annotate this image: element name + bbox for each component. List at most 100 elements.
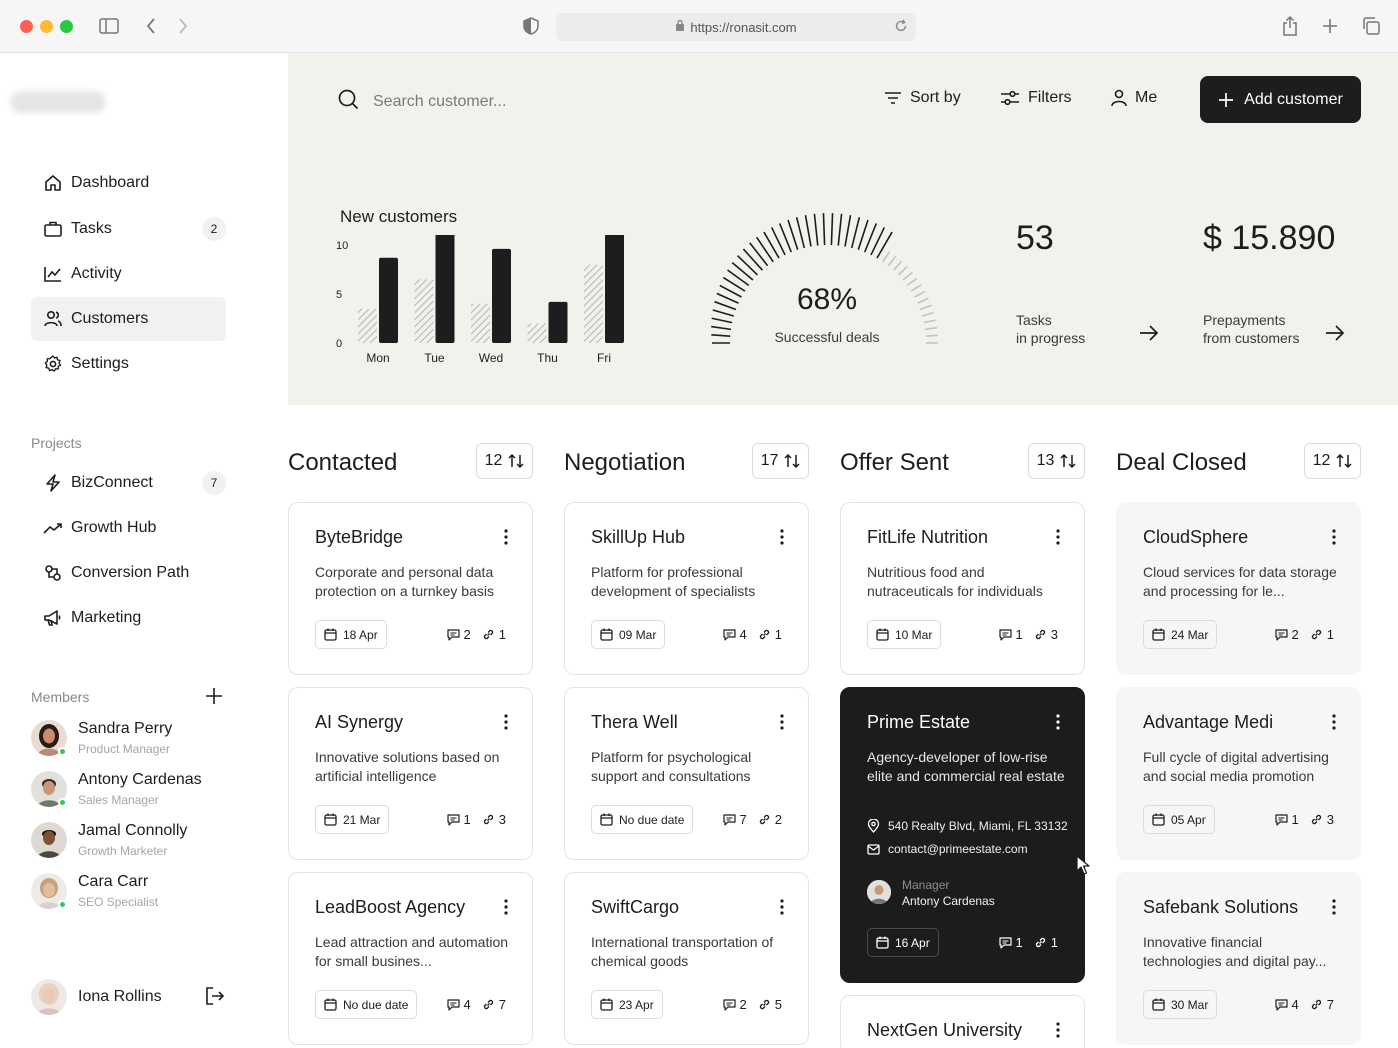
shield-icon[interactable]	[520, 15, 542, 37]
bar-hatched[interactable]	[584, 264, 603, 343]
attachments-count[interactable]: 3	[1310, 812, 1334, 827]
sidebar-item-settings[interactable]: Settings	[31, 342, 226, 386]
attachments-count[interactable]: 3	[1034, 627, 1058, 642]
more-options-icon[interactable]	[1332, 714, 1336, 730]
more-options-icon[interactable]	[1056, 1022, 1060, 1038]
customer-card[interactable]: Prime Estate Agency-developer of low-rise…	[840, 687, 1085, 983]
bar-hatched[interactable]	[358, 308, 377, 343]
due-date-chip[interactable]: 09 Mar	[591, 620, 666, 649]
maximize-window-button[interactable]	[60, 20, 73, 33]
new-tab-icon[interactable]	[1319, 15, 1341, 37]
more-options-icon[interactable]	[1332, 529, 1336, 545]
logout-icon[interactable]	[205, 987, 225, 1010]
sidebar-item-growth-hub[interactable]: Growth Hub	[31, 506, 226, 550]
attachments-count[interactable]: 1	[1034, 935, 1058, 950]
add-member-icon[interactable]	[205, 687, 223, 710]
attachments-count[interactable]: 1	[1310, 627, 1334, 642]
more-options-icon[interactable]	[780, 714, 784, 730]
column-sort-button[interactable]: 13	[1028, 443, 1085, 479]
comments-count[interactable]: 1	[446, 812, 471, 827]
more-options-icon[interactable]	[504, 899, 508, 915]
bar-hatched[interactable]	[527, 323, 547, 343]
customer-card[interactable]: LeadBoost Agency Lead attraction and auto…	[288, 872, 533, 1045]
arrow-right-icon[interactable]	[1325, 325, 1345, 341]
attachments-count[interactable]: 7	[1310, 997, 1334, 1012]
comments-count[interactable]: 1	[1274, 812, 1299, 827]
customer-card[interactable]: SkillUp Hub Platform for professional dev…	[564, 502, 809, 675]
bar-solid[interactable]	[435, 235, 455, 343]
due-date-chip[interactable]: No due date	[315, 990, 418, 1019]
member-item[interactable]: Antony Cardenas Sales Manager	[31, 771, 231, 815]
search-bar[interactable]: Search customer...	[338, 89, 506, 115]
bar-solid[interactable]	[379, 257, 398, 343]
attachments-count[interactable]: 7	[482, 997, 506, 1012]
sidebar-item-conversion-path[interactable]: Conversion Path	[31, 551, 226, 595]
column-sort-button[interactable]: 17	[752, 443, 809, 479]
attachments-count[interactable]: 1	[758, 627, 782, 642]
customer-card[interactable]: Safebank Solutions Innovative financial t…	[1116, 872, 1361, 1045]
current-user[interactable]: Iona Rollins	[31, 979, 231, 1023]
comments-count[interactable]: 4	[1274, 997, 1299, 1012]
card-email[interactable]: contact@primeestate.com	[867, 842, 1028, 856]
back-icon[interactable]	[140, 15, 162, 37]
due-date-chip[interactable]: 23 Apr	[591, 990, 663, 1019]
bar-solid[interactable]	[605, 235, 624, 343]
bar-hatched[interactable]	[414, 279, 434, 343]
member-item[interactable]: Sandra Perry Product Manager	[31, 720, 231, 764]
close-window-button[interactable]	[20, 20, 33, 33]
due-date-chip[interactable]: No due date	[591, 805, 694, 834]
more-options-icon[interactable]	[1056, 714, 1060, 730]
customer-card[interactable]: Advantage Medi Full cycle of digital adve…	[1116, 687, 1361, 860]
due-date-chip[interactable]: 18 Apr	[315, 620, 387, 649]
sidebar-item-tasks[interactable]: Tasks 2	[31, 207, 226, 251]
comments-count[interactable]: 2	[446, 627, 471, 642]
forward-icon[interactable]	[172, 15, 194, 37]
sidebar-item-marketing[interactable]: Marketing	[31, 596, 226, 640]
column-sort-button[interactable]: 12	[476, 443, 533, 479]
filters-button[interactable]: Filters	[1000, 89, 1072, 107]
sort-button[interactable]: Sort by	[884, 89, 961, 107]
sidebar-item-bizconnect[interactable]: BizConnect 7	[31, 461, 226, 505]
member-item[interactable]: Jamal Connolly Growth Marketer	[31, 822, 231, 866]
comments-count[interactable]: 1	[998, 935, 1023, 950]
comments-count[interactable]: 4	[722, 627, 747, 642]
sidebar-item-activity[interactable]: Activity	[31, 252, 226, 296]
search-input[interactable]: Search customer...	[373, 93, 507, 110]
due-date-chip[interactable]: 16 Apr	[867, 928, 939, 957]
column-sort-button[interactable]: 12	[1304, 443, 1361, 479]
comments-count[interactable]: 2	[722, 997, 747, 1012]
customer-card[interactable]: AI Synergy Innovative solutions based on …	[288, 687, 533, 860]
customer-card[interactable]: FitLife Nutrition Nutritious food and nut…	[840, 502, 1085, 675]
member-item[interactable]: Cara Carr SEO Specialist	[31, 873, 231, 917]
more-options-icon[interactable]	[780, 899, 784, 915]
address-bar[interactable]: https://ronasit.com	[556, 13, 916, 41]
customer-card[interactable]: Thera Well Platform for psychological sup…	[564, 687, 809, 860]
comments-count[interactable]: 7	[722, 812, 747, 827]
sidebar-item-customers[interactable]: Customers	[31, 297, 226, 341]
due-date-chip[interactable]: 21 Mar	[315, 805, 390, 834]
attachments-count[interactable]: 3	[482, 812, 506, 827]
tab-overview-icon[interactable]	[1360, 15, 1382, 37]
customer-card[interactable]: ByteBridge Corporate and personal data pr…	[288, 502, 533, 675]
add-customer-button[interactable]: Add customer	[1200, 76, 1361, 123]
due-date-chip[interactable]: 10 Mar	[867, 620, 942, 649]
due-date-chip[interactable]: 05 Apr	[1143, 805, 1215, 834]
more-options-icon[interactable]	[780, 529, 784, 545]
minimize-window-button[interactable]	[40, 20, 53, 33]
customer-card[interactable]: NextGen University	[840, 995, 1085, 1048]
reload-icon[interactable]	[894, 19, 908, 36]
logo[interactable]	[10, 91, 106, 113]
arrow-right-icon[interactable]	[1139, 325, 1159, 341]
customer-card[interactable]: CloudSphere Cloud services for data stora…	[1116, 502, 1361, 675]
sidebar-item-dashboard[interactable]: Dashboard	[31, 161, 226, 205]
more-options-icon[interactable]	[504, 714, 508, 730]
due-date-chip[interactable]: 30 Mar	[1143, 990, 1218, 1019]
me-filter-button[interactable]: Me	[1111, 89, 1157, 107]
more-options-icon[interactable]	[504, 529, 508, 545]
attachments-count[interactable]: 1	[482, 627, 506, 642]
attachments-count[interactable]: 5	[758, 997, 782, 1012]
share-icon[interactable]	[1279, 15, 1301, 37]
comments-count[interactable]: 4	[446, 997, 471, 1012]
more-options-icon[interactable]	[1056, 529, 1060, 545]
bar-solid[interactable]	[548, 301, 568, 343]
